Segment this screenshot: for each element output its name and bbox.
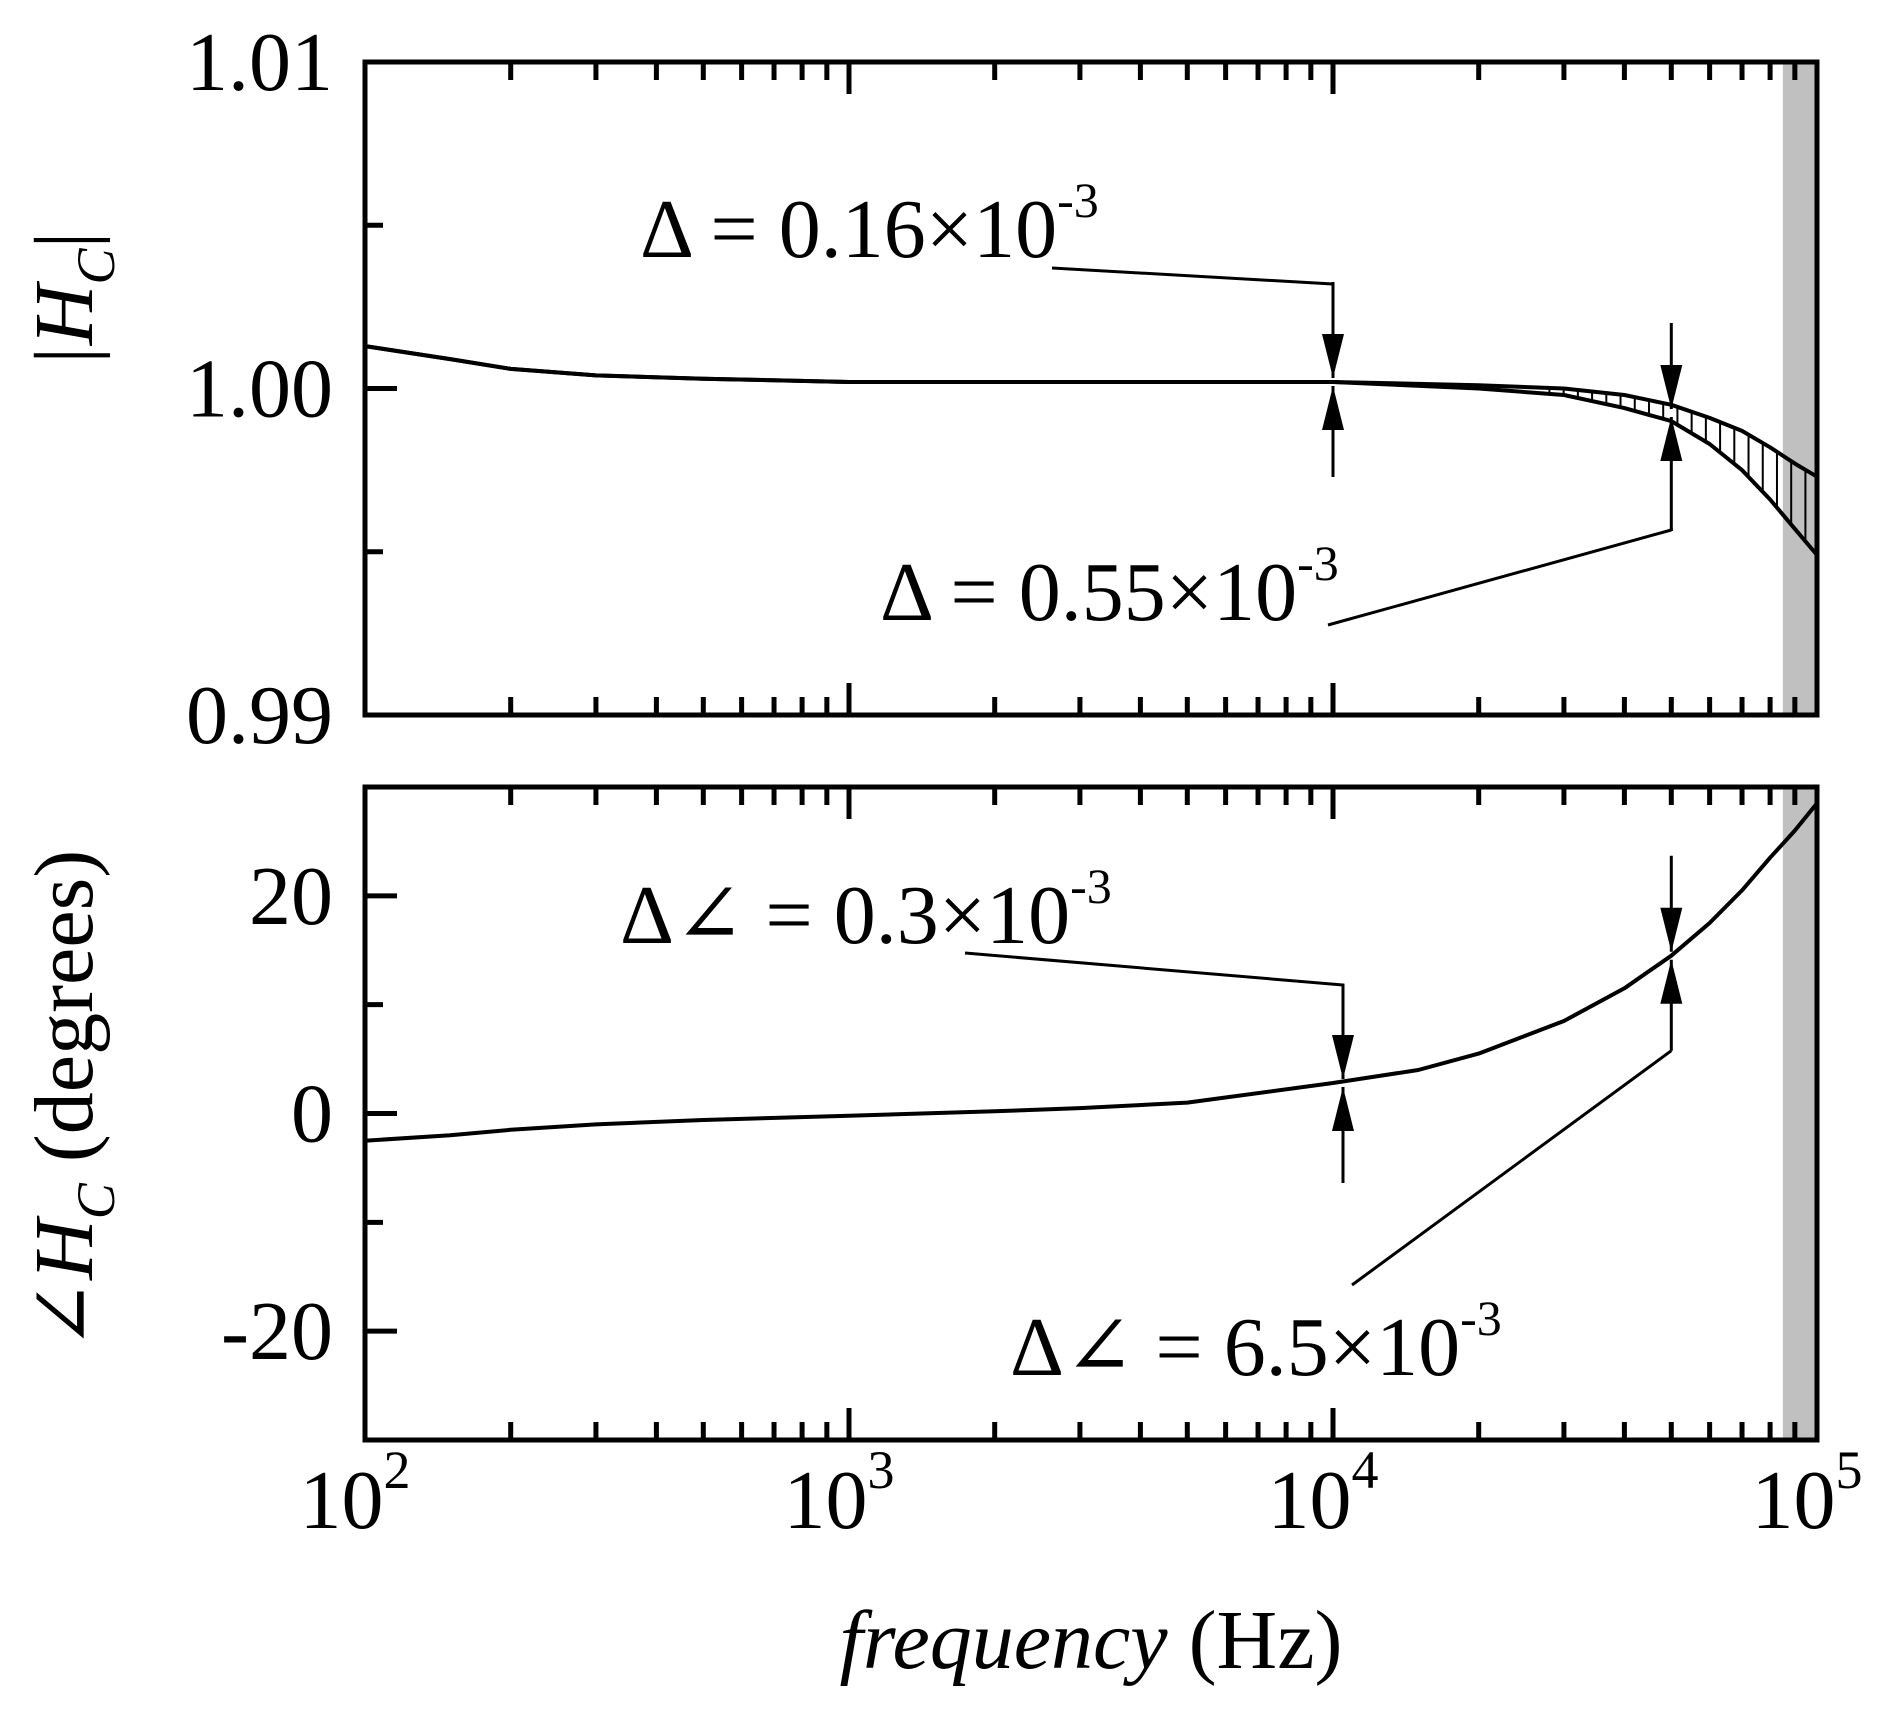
delta-phase-50k-arrowhead-bottom	[1660, 959, 1683, 1004]
high-frequency-band	[1782, 62, 1817, 715]
delta-mag-10k-arrowhead-bottom	[1322, 385, 1344, 430]
x-tick-label: 104	[1268, 1440, 1379, 1547]
delta-mag-50k-arrowhead-top	[1660, 364, 1683, 409]
leader-line	[1351, 1049, 1673, 1287]
y-tick-label: -20	[221, 1285, 333, 1378]
annotation-mag-10k: Δ = 0.16×10-3	[640, 172, 1099, 276]
high-frequency-band	[1782, 787, 1817, 1440]
delta-phase-10k-arrowhead-top	[1332, 1035, 1354, 1080]
y-tick-label: 0.99	[186, 669, 333, 762]
y-tick-label: 1.00	[186, 343, 333, 436]
phase-series-0	[364, 802, 1819, 1143]
magnitude-panel: 1.01 1.00 0.99	[186, 16, 1820, 762]
x-axis-label: frequency (Hz)	[840, 1594, 1343, 1687]
delta-mag-10k-arrowhead-top	[1322, 333, 1344, 378]
y-axis-label-phase: ∠HC (degrees)	[18, 850, 126, 1351]
y-axis-label-magnitude: |HC|	[18, 232, 126, 369]
annotation-phase-10k: Δ∠ = 0.3×10-3	[620, 858, 1112, 962]
y-tick-label: 20	[249, 850, 333, 943]
x-tick-label: 102	[300, 1440, 411, 1547]
leader-line	[1327, 528, 1673, 627]
magnitude-series-0	[364, 344, 1819, 479]
y-tick-label: 0	[291, 1068, 333, 1161]
y-tick-label: 1.01	[186, 16, 333, 109]
phase-panel: 20 0 -20	[221, 784, 1820, 1443]
delta-phase-50k-arrowhead-top	[1660, 907, 1683, 952]
x-tick-label: 103	[784, 1440, 895, 1547]
annotation-phase-50k: Δ∠ = 6.5×10-3	[1010, 1290, 1502, 1394]
delta-mag-50k-arrowhead-bottom	[1660, 416, 1683, 461]
x-tick-label: 105	[1752, 1440, 1863, 1547]
magnitude-series-1	[364, 344, 1819, 557]
leader-line	[1051, 266, 1335, 286]
leader-line	[964, 951, 1345, 989]
annotation-mag-50k: Δ = 0.55×10-3	[880, 535, 1339, 639]
delta-phase-10k-arrowhead-bottom	[1332, 1087, 1354, 1132]
